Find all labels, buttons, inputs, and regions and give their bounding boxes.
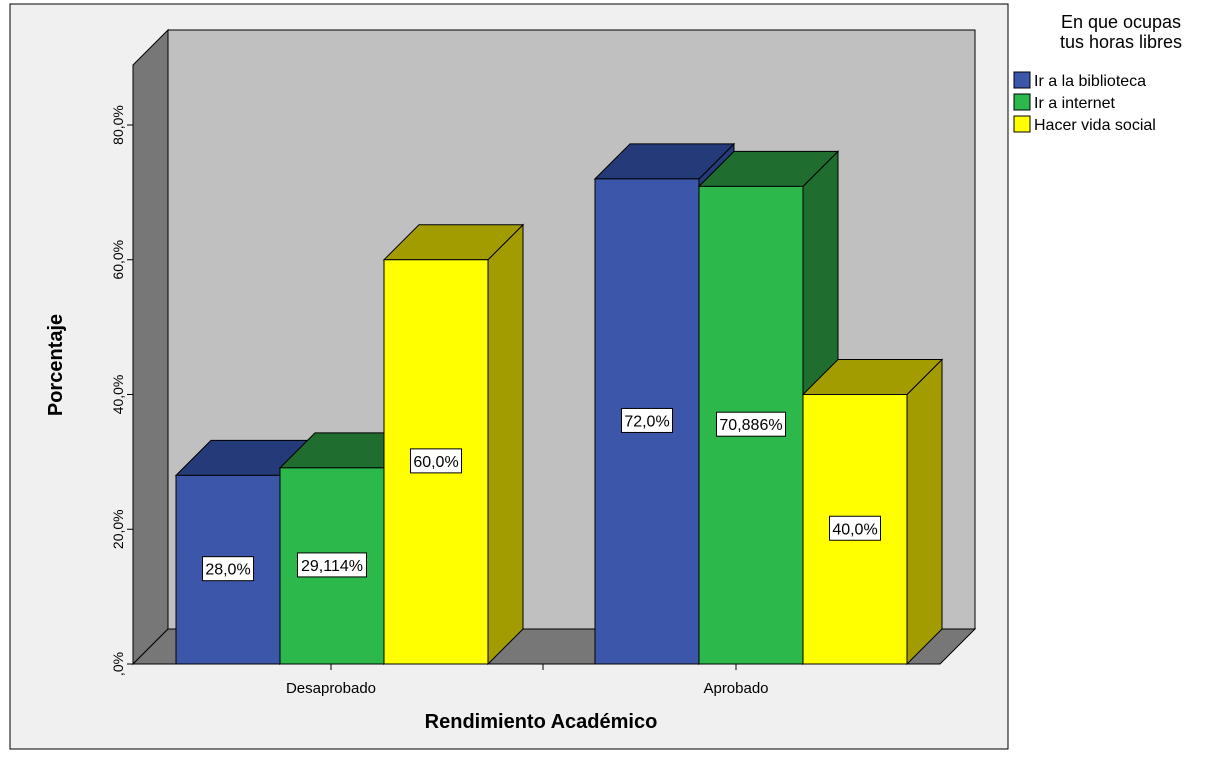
y-tick-label: 60,0% <box>110 240 126 280</box>
y-tick-label: ,0% <box>110 652 126 676</box>
y-tick-label: 80,0% <box>110 105 126 145</box>
x-tick-label: Desaprobado <box>286 680 376 697</box>
y-axis-title: Porcentaje <box>45 314 67 416</box>
data-label-box <box>829 515 881 541</box>
data-label-box <box>297 552 367 578</box>
data-label: 60,0% <box>413 454 458 471</box>
legend-swatch <box>1013 71 1031 89</box>
legend-title: En que ocupas <box>1061 12 1181 32</box>
x-tick-label: Aprobado <box>703 680 768 697</box>
data-label: 70,886% <box>719 417 782 434</box>
bar-side-2-1 <box>906 358 943 666</box>
y-tick-label: 20,0% <box>110 509 126 549</box>
data-label: 29,114% <box>301 558 363 575</box>
bar-side-2-0 <box>487 223 524 666</box>
legend-label: Ir a la biblioteca <box>1034 73 1146 90</box>
data-label: 72,0% <box>624 413 669 430</box>
data-label: 40,0% <box>832 521 877 538</box>
plot-left-wall <box>132 28 169 666</box>
data-label-box <box>202 556 254 582</box>
legend-swatch <box>1013 93 1031 111</box>
data-label: 28,0% <box>205 562 250 579</box>
legend-label: Hacer vida social <box>1034 117 1156 134</box>
legend-label: Ir a internet <box>1034 95 1115 112</box>
data-label-box <box>621 407 673 433</box>
y-tick-label: 40,0% <box>110 375 126 415</box>
legend-swatch <box>1013 115 1031 133</box>
data-label-box <box>410 448 462 474</box>
data-label-box <box>716 411 786 437</box>
legend-title: tus horas libres <box>1060 32 1182 52</box>
x-axis-title: Rendimiento Académico <box>425 711 658 733</box>
